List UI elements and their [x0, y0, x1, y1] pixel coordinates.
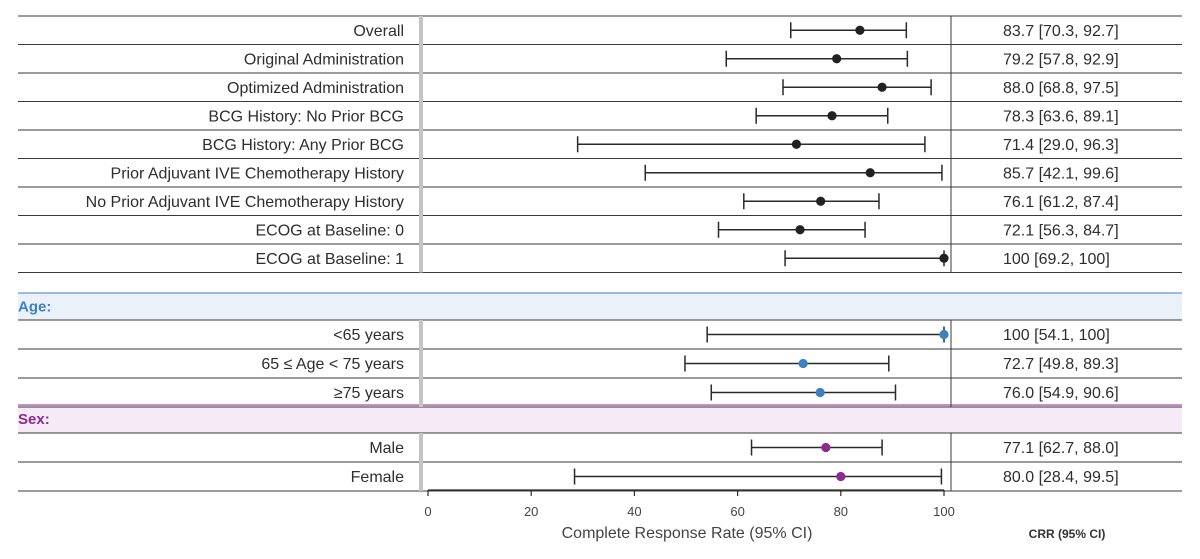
point-estimate — [939, 329, 949, 340]
section-header-age: Age: — [18, 299, 51, 316]
estimate-marks — [573, 22, 949, 485]
point-estimate — [877, 82, 887, 92]
crr-value: 78.3 [63.6, 89.1] — [1003, 108, 1119, 125]
point-estimate — [855, 25, 865, 35]
row-label: Overall — [353, 23, 404, 40]
x-axis-label: Complete Response Rate (95% CI) — [562, 525, 813, 542]
label-divider — [419, 16, 423, 273]
x-tick-label: 60 — [730, 504, 744, 519]
point-estimate — [865, 168, 875, 178]
row-label: BCG History: No Prior BCG — [208, 108, 404, 125]
crr-values: 83.7 [70.3, 92.7] 79.2 [57.8, 92.9] 88.0 [… — [1003, 23, 1119, 486]
point-estimate — [836, 471, 846, 482]
row-label: <65 years — [333, 327, 404, 344]
section-band — [18, 293, 1182, 320]
row-label: ECOG at Baseline: 0 — [255, 222, 404, 239]
x-tick-label: 20 — [524, 504, 538, 519]
x-tick-label: 100 — [933, 504, 955, 519]
point-estimate — [791, 139, 802, 149]
x-axis: 0 20 40 60 80 100 — [424, 489, 955, 519]
crr-value: 72.1 [56.3, 84.7] — [1003, 222, 1119, 239]
x-tick-label: 80 — [834, 504, 848, 519]
point-estimate — [816, 196, 826, 206]
crr-value: 100 [69.2, 100] — [1003, 251, 1110, 268]
row-label: No Prior Adjuvant IVE Chemotherapy Histo… — [86, 194, 404, 211]
point-estimate — [821, 442, 831, 453]
point-estimate — [832, 54, 842, 64]
crr-value: 100 [54.1, 100] — [1003, 327, 1110, 344]
label-divider — [419, 433, 423, 491]
section-band — [18, 405, 1182, 433]
crr-value: 80.0 [28.4, 99.5] — [1003, 469, 1119, 486]
point-estimate — [939, 253, 949, 263]
label-divider — [419, 320, 423, 407]
section-header-sex: Sex: — [18, 411, 50, 428]
row-label: Prior Adjuvant IVE Chemotherapy History — [111, 165, 404, 182]
row-label: ≥75 years — [334, 385, 404, 402]
crr-value: 88.0 [68.8, 97.5] — [1003, 80, 1119, 97]
crr-value: 71.4 [29.0, 96.3] — [1003, 137, 1119, 154]
row-label: Male — [369, 440, 404, 457]
row-label: Optimized Administration — [227, 80, 404, 97]
crr-value: 72.7 [49.8, 89.3] — [1003, 356, 1119, 373]
point-estimate — [815, 387, 825, 398]
row-separators — [18, 15, 1182, 492]
crr-value: 85.7 [42.1, 99.6] — [1003, 165, 1119, 182]
row-label: BCG History: Any Prior BCG — [202, 137, 404, 154]
crr-column-header: CRR (95% CI) — [1029, 527, 1106, 541]
row-label: Original Administration — [244, 51, 404, 68]
point-estimate — [827, 111, 837, 121]
row-label: Female — [351, 469, 404, 486]
point-estimate — [795, 225, 805, 235]
row-label: 65 ≤ Age < 75 years — [261, 356, 404, 373]
crr-value: 79.2 [57.8, 92.9] — [1003, 51, 1119, 68]
crr-value: 83.7 [70.3, 92.7] — [1003, 23, 1119, 40]
point-estimate — [798, 358, 808, 369]
x-tick-label: 0 — [424, 504, 431, 519]
crr-value: 76.0 [54.9, 90.6] — [1003, 385, 1119, 402]
section-bands: Age: Sex: — [18, 292, 1182, 433]
x-tick-label: 40 — [627, 504, 641, 519]
row-label: ECOG at Baseline: 1 — [255, 251, 404, 268]
row-labels: Overall Original Administration Optimized … — [86, 23, 404, 486]
crr-value: 76.1 [61.2, 87.4] — [1003, 194, 1119, 211]
crr-value: 77.1 [62.7, 88.0] — [1003, 440, 1119, 457]
